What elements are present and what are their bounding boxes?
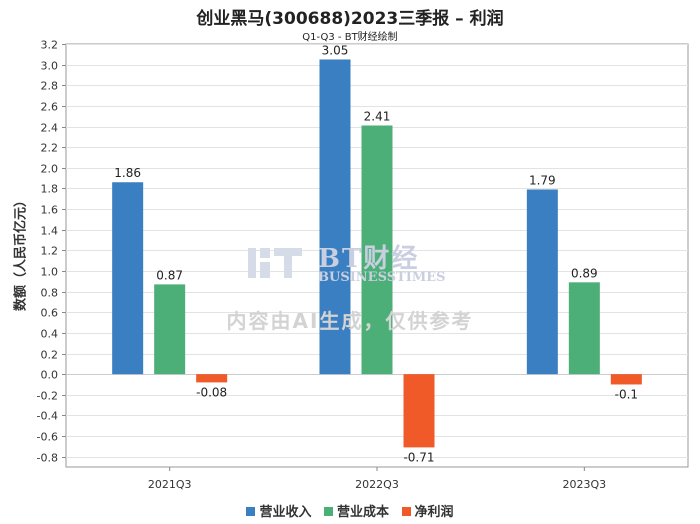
y-tick-label: 0.4 [41, 328, 59, 341]
x-tick-label: 2022Q3 [355, 478, 399, 491]
data-label: 0.87 [156, 268, 183, 282]
chart-subtitle: Q1-Q3 - BT财经绘制 [302, 32, 398, 43]
data-label: 3.05 [322, 43, 349, 57]
watermark-brand-en: BUSINESSTIMES [318, 270, 446, 285]
y-tick-label: 0.0 [41, 369, 59, 382]
legend-item-revenue: 营业收入 [246, 501, 311, 520]
data-label: -0.08 [196, 385, 227, 399]
legend-label-cost: 营业成本 [336, 505, 389, 520]
bar-cost [154, 284, 186, 375]
y-tick-label: 2.0 [41, 163, 59, 176]
bar-revenue [319, 59, 351, 375]
bar-cost [361, 125, 393, 375]
legend-label-revenue: 营业收入 [259, 505, 312, 520]
y-tick-label: 1.0 [41, 266, 59, 279]
y-tick-label: -0.6 [37, 431, 58, 444]
watermark-brand: BT财经 [318, 244, 420, 274]
data-label: 2.41 [364, 110, 391, 124]
watermark-logo: BT财经 BUSINESSTIMES [246, 238, 466, 288]
y-axis-label: 数额（人民币亿元） [13, 194, 29, 312]
legend-item-net-profit: 净利润 [401, 501, 454, 520]
legend-swatch-net-profit [401, 507, 411, 516]
bar-net-profit [403, 374, 435, 448]
x-tick-label: 2021Q3 [148, 478, 192, 491]
data-label: 1.79 [529, 173, 556, 187]
chart-title: 创业黑马(300688)2023三季报 – 利润 [196, 9, 504, 29]
y-tick-label: 2.8 [41, 80, 59, 93]
bar-cost [568, 282, 600, 375]
y-tick-label: 2.4 [41, 122, 59, 135]
data-label: 0.89 [571, 266, 598, 280]
y-tick-label: 0.6 [41, 307, 59, 320]
y-tick-label: 1.4 [41, 225, 59, 238]
chart-legend: 营业收入 营业成本 净利润 [0, 501, 700, 520]
y-tick-label: 1.6 [41, 204, 59, 217]
y-tick-label: -0.8 [37, 452, 58, 465]
bar-revenue [526, 189, 558, 375]
y-tick-label: 0.2 [41, 349, 59, 362]
bar-net-profit [196, 374, 228, 383]
y-tick-label: -0.2 [37, 390, 58, 403]
bt-logo-icon [248, 248, 302, 278]
bar-revenue [112, 182, 144, 375]
y-tick-label: 3.0 [41, 60, 59, 73]
legend-swatch-cost [323, 507, 333, 516]
bar-net-profit [610, 374, 642, 385]
y-tick-label: -0.4 [37, 410, 58, 423]
data-label: -0.71 [403, 450, 434, 464]
y-tick-label: 1.2 [41, 245, 59, 258]
data-label: -0.1 [615, 387, 638, 401]
y-tick-label: 1.8 [41, 183, 59, 196]
y-tick-label: 2.2 [41, 142, 59, 155]
data-label: 1.86 [114, 166, 141, 180]
y-tick-label: 0.8 [41, 287, 59, 300]
y-tick-label: 2.6 [41, 101, 59, 114]
legend-swatch-revenue [246, 507, 256, 516]
legend-item-cost: 营业成本 [323, 501, 389, 520]
legend-label-net-profit: 净利润 [414, 505, 454, 520]
watermark-ai-note: 内容由AI生成，仅供参考 [226, 309, 474, 333]
x-tick-label: 2023Q3 [563, 478, 607, 491]
y-tick-label: 3.2 [41, 39, 59, 52]
